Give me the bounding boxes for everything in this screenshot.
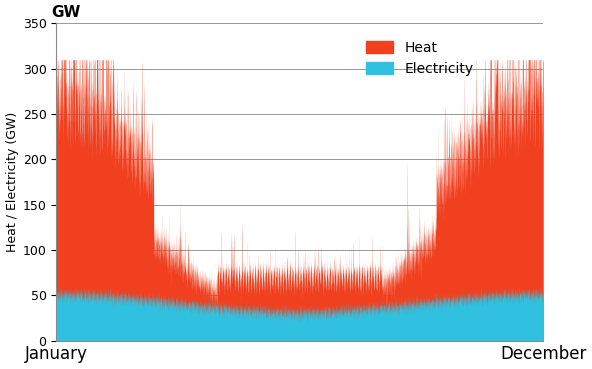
Legend: Heat, Electricity: Heat, Electricity [362,37,478,80]
Y-axis label: Heat / Electricity (GW): Heat / Electricity (GW) [5,112,18,252]
Text: GW: GW [52,5,81,20]
